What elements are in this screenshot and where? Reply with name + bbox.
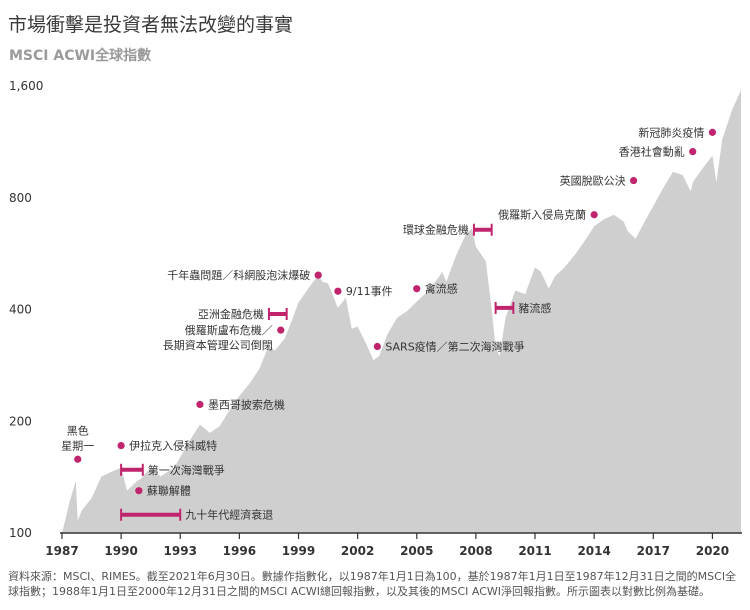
area-layer [62,90,741,533]
event-marker [629,176,638,185]
event-label-line: 俄羅斯入侵烏克蘭 [498,208,586,222]
event-label-line: 9/11事件 [346,285,393,298]
event-marker [135,487,143,495]
y-tick-label: 100 [9,526,32,540]
y-tick-label: 400 [9,303,32,317]
event-label: 俄羅斯入侵烏克蘭 [498,208,586,222]
x-tick-label: 1999 [282,544,315,558]
event-label-line: 禽流感 [425,282,458,296]
event-label: SARS疫情／第二次海灣戰爭 [385,339,524,353]
index-area [62,90,741,533]
event-marker [373,342,381,351]
event-label-line: 英國脫歐公決 [560,174,626,188]
event-label: 九十年代經濟衰退 [185,508,273,522]
x-tick-label: 2017 [637,544,670,558]
event-marker [590,211,598,219]
source-note: 資料來源：MSCI、RIMES。截至2021年6月30日。數據作指數化，以198… [8,570,737,598]
event-label: 第一次海灣戰爭 [148,463,225,477]
x-tick-label: 2020 [696,544,729,558]
event-marker [74,455,82,463]
x-tick-label: 2008 [459,544,492,558]
event-label: 千年蟲問題／科網股泡沫爆破 [167,268,310,282]
event-label: 蘇聯解體 [147,484,191,498]
x-tick-label: 1987 [45,544,78,558]
event-label: 豬流感 [518,301,551,315]
event-label-line: 香港社會動亂 [619,145,685,159]
event-label-line: 俄羅斯盧布危機／ [185,323,273,337]
event-label: 亞洲金融危機 [198,307,264,321]
y-tick-label: 200 [9,414,32,428]
event-label-line: 第一次海灣戰爭 [148,463,225,477]
event-label-line: 長期資本管理公司倒閉 [163,338,273,352]
event-label-line: 星期一 [61,439,94,452]
event-marker [314,271,322,279]
event-label-line: 伊拉克入侵科威特 [129,439,217,453]
event-label-line: 黑色 [67,423,89,437]
event-label: 墨西哥披索危機 [208,397,285,411]
x-tick-label: 2002 [341,544,374,558]
y-tick-label: 1,600 [9,79,43,93]
x-tick-label: 1996 [223,544,256,558]
event-label-line: 墨西哥披索危機 [208,397,285,411]
event-label: 黑色星期一 [61,423,94,452]
event-marker [334,287,342,295]
event-marker [117,441,125,450]
event-label-line: 新冠肺炎疫情 [638,125,704,139]
annotation-layer: 黑色星期一 伊拉克入侵科威特第一次海灣戰爭蘇聯解體九十年代經濟衰退墨西哥披索危機亞… [61,125,717,522]
chart-title: 市場衝擊是投資者無法改變的事實 [8,14,294,36]
event-marker [277,326,285,334]
event-label: 9/11事件 [346,285,393,298]
event-label: 香港社會動亂 [619,145,685,159]
event-label: 俄羅斯盧布危機／長期資本管理公司倒閉 [163,323,273,352]
x-tick-label: 1993 [164,544,197,558]
event-label-line: SARS疫情／第二次海灣戰爭 [385,339,524,353]
event-label-line: 豬流感 [518,301,551,315]
event-marker [196,400,204,409]
event-marker [708,128,717,136]
event-label-line: 千年蟲問題／科網股泡沫爆破 [167,268,310,282]
event-label-line: 亞洲金融危機 [198,307,264,321]
event-label: 伊拉克入侵科威特 [129,439,217,453]
event-label-line: 環球金融危機 [403,223,469,237]
event-label: 英國脫歐公決 [560,174,626,188]
x-tick-label: 2005 [400,544,433,558]
event-label-line: 蘇聯解體 [147,484,191,498]
event-label-line: 九十年代經濟衰退 [185,508,273,522]
event-marker [413,285,421,293]
chart-subtitle: MSCI ACWI全球指數 [9,48,152,64]
y-tick-label: 800 [9,191,32,205]
event-label: 新冠肺炎疫情 [638,125,704,139]
event-label: 禽流感 [425,282,458,296]
x-tick-label: 2014 [577,544,610,558]
event-label: 環球金融危機 [403,223,469,237]
axis-layer: 1987 1990 1993 1996 1999 2002 2005 2008 2011 2014… [9,79,742,558]
x-tick-label: 2011 [518,544,551,558]
event-marker [689,148,697,156]
x-tick-label: 1990 [104,544,137,558]
